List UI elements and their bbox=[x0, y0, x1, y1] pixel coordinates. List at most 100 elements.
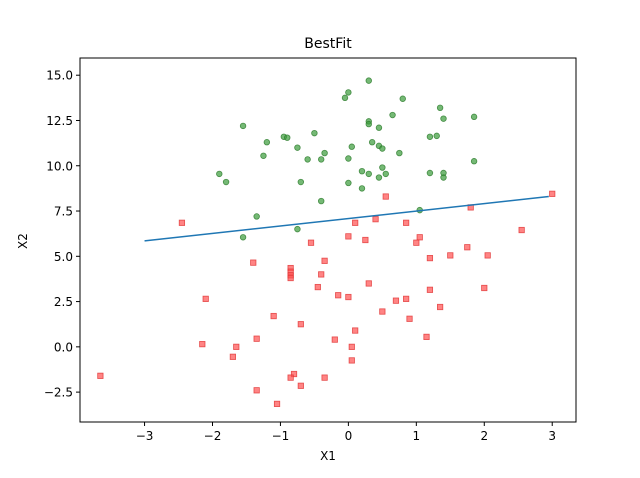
green-point bbox=[311, 129, 318, 137]
red-point bbox=[321, 257, 328, 264]
green-point bbox=[382, 170, 389, 178]
red-point bbox=[290, 370, 298, 378]
green-point bbox=[318, 156, 325, 163]
green-point bbox=[294, 225, 301, 233]
green-point bbox=[436, 104, 444, 112]
red-point bbox=[362, 236, 369, 244]
red-point bbox=[447, 252, 454, 259]
red-point bbox=[416, 234, 423, 241]
y-tick-label: 0.0 bbox=[54, 340, 73, 354]
red-point bbox=[270, 312, 277, 320]
chart-title: BestFit bbox=[304, 36, 352, 52]
green-point bbox=[216, 170, 223, 178]
green-point bbox=[379, 145, 386, 152]
green-point bbox=[294, 144, 301, 151]
red-point bbox=[382, 193, 389, 200]
green-point bbox=[375, 124, 383, 131]
green-point bbox=[239, 234, 247, 241]
red-point bbox=[202, 295, 209, 302]
red-point bbox=[437, 303, 444, 311]
red-point bbox=[365, 280, 372, 287]
green-point bbox=[341, 94, 349, 102]
x-tick-label: 3 bbox=[548, 429, 556, 443]
green-point bbox=[470, 113, 478, 121]
green-point bbox=[284, 134, 291, 141]
green-point bbox=[365, 120, 372, 128]
green-point bbox=[368, 139, 376, 146]
green-point bbox=[297, 178, 305, 186]
y-tick-label: 10.0 bbox=[46, 159, 73, 173]
x-tick-label: −1 bbox=[272, 429, 290, 443]
green-point bbox=[345, 89, 352, 96]
green-point bbox=[440, 115, 447, 122]
red-point bbox=[233, 343, 240, 350]
x-tick-label: 2 bbox=[480, 429, 488, 443]
green-point bbox=[426, 169, 434, 177]
red-point bbox=[549, 190, 556, 197]
green-point bbox=[263, 139, 271, 146]
green-point bbox=[396, 149, 403, 157]
red-point bbox=[178, 219, 186, 226]
red-point bbox=[426, 286, 434, 293]
y-tick-label: 12.5 bbox=[46, 114, 73, 128]
red-point bbox=[423, 333, 430, 340]
green-point bbox=[379, 164, 386, 171]
y-tick-label: 2.5 bbox=[54, 295, 73, 309]
red-point bbox=[253, 387, 260, 394]
green-point bbox=[399, 95, 406, 102]
red-point bbox=[372, 216, 379, 223]
red-point bbox=[297, 321, 304, 328]
red-point bbox=[97, 372, 104, 379]
red-point bbox=[199, 341, 206, 348]
red-point bbox=[273, 400, 281, 407]
green-point bbox=[318, 197, 325, 205]
red-point bbox=[318, 271, 325, 278]
plot-frame bbox=[79, 57, 577, 423]
green-point bbox=[365, 170, 372, 178]
red-point bbox=[518, 226, 525, 234]
red-point bbox=[379, 308, 386, 315]
green-point bbox=[433, 132, 440, 140]
red-point bbox=[345, 293, 352, 301]
green-point bbox=[304, 156, 311, 163]
red-point bbox=[352, 327, 359, 334]
x-tick-label: 0 bbox=[345, 429, 353, 443]
green-point bbox=[358, 167, 366, 175]
green-point bbox=[348, 143, 355, 150]
y-tick-label: 7.5 bbox=[54, 205, 73, 219]
red-point bbox=[307, 239, 315, 246]
y-tick-label: −2.5 bbox=[44, 386, 73, 400]
green-point bbox=[389, 111, 396, 119]
green-point bbox=[321, 149, 328, 157]
green-point bbox=[222, 178, 230, 186]
x-tick-label: −3 bbox=[136, 429, 154, 443]
red-point bbox=[321, 374, 328, 381]
red-point bbox=[348, 357, 355, 364]
green-point bbox=[358, 185, 366, 192]
red-point bbox=[287, 374, 294, 381]
green-point bbox=[345, 179, 352, 187]
x-axis-label: X1 bbox=[320, 449, 336, 463]
best-fit-line bbox=[144, 195, 549, 242]
red-point bbox=[250, 259, 257, 266]
red-point bbox=[481, 284, 488, 292]
x-tick-label: 1 bbox=[413, 429, 421, 443]
red-point bbox=[484, 252, 491, 259]
green-point bbox=[345, 155, 352, 162]
red-point bbox=[253, 335, 260, 342]
red-point bbox=[426, 255, 434, 262]
red-point bbox=[406, 315, 413, 322]
green-point bbox=[375, 174, 383, 181]
red-point bbox=[392, 297, 400, 304]
red-point bbox=[335, 292, 342, 299]
y-tick-label: 5.0 bbox=[54, 250, 73, 264]
green-point bbox=[253, 213, 260, 220]
x-tick-label: −2 bbox=[204, 429, 222, 443]
plot-area: −3 −2 −1 0 1 2 3 −2.5 0.0 2.5 5.0 7.5 10.0 12.5 15.0 bbox=[44, 57, 577, 443]
red-point bbox=[413, 239, 420, 246]
green-point bbox=[440, 174, 447, 181]
red-point bbox=[352, 219, 359, 226]
green-point bbox=[239, 122, 247, 130]
